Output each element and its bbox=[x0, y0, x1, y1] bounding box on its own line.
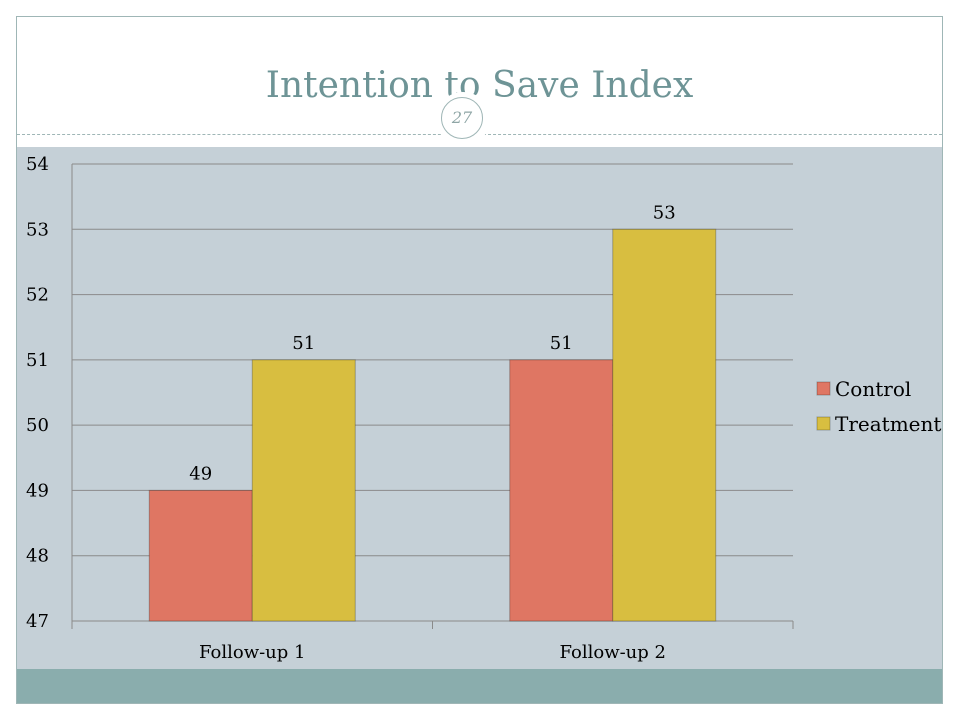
data-label: 53 bbox=[653, 202, 676, 223]
y-tick-label: 51 bbox=[26, 350, 49, 371]
legend: Control Treatment bbox=[816, 377, 941, 436]
data-label: 51 bbox=[550, 333, 573, 354]
y-tick-label: 48 bbox=[26, 546, 49, 567]
data-label: 51 bbox=[292, 333, 315, 354]
page-number: 27 bbox=[441, 97, 483, 139]
y-tick-label: 49 bbox=[26, 480, 49, 501]
bars bbox=[148, 228, 717, 622]
page-number-badge: 27 bbox=[436, 92, 490, 146]
x-tick-label: Follow-up 2 bbox=[560, 642, 666, 663]
legend-label-control: Control bbox=[835, 377, 911, 401]
legend-swatch-treatment bbox=[816, 416, 831, 431]
labels: 47 48 49 50 51 52 53 54 49 51 Follow-up 1 51 53 Follo… bbox=[26, 154, 676, 663]
y-tick-label: 54 bbox=[26, 154, 49, 175]
data-label: 49 bbox=[189, 463, 212, 484]
y-tick-label: 52 bbox=[26, 285, 49, 306]
footer-bar bbox=[17, 669, 942, 703]
bar-control bbox=[509, 359, 614, 622]
bar-treatment bbox=[251, 359, 356, 622]
x-tick-label: Follow-up 1 bbox=[199, 642, 305, 663]
bar-control bbox=[148, 489, 253, 622]
y-tick-label: 47 bbox=[26, 611, 49, 632]
legend-swatch-control bbox=[816, 381, 831, 396]
y-tick-label: 53 bbox=[26, 219, 49, 240]
legend-label-treatment: Treatment bbox=[835, 412, 941, 436]
y-tick-label: 50 bbox=[26, 415, 49, 436]
bar-treatment bbox=[612, 228, 717, 622]
